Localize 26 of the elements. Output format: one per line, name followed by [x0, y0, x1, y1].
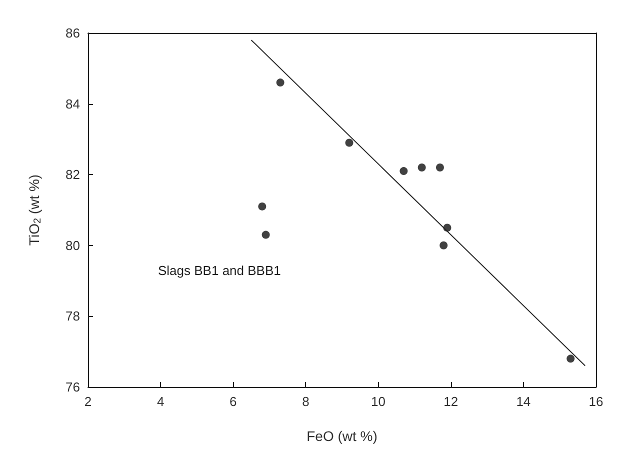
y-tick-label: 86: [66, 26, 80, 40]
point: [262, 230, 270, 239]
point: [345, 138, 354, 147]
y-tick-label: 78: [66, 308, 80, 324]
point: [276, 78, 284, 87]
x-axis-title: FeO (wt %): [306, 428, 378, 444]
x-tick-label: 6: [230, 394, 237, 409]
point: [258, 202, 266, 210]
x-tick-label: 14: [516, 394, 531, 409]
y-tick-label: 84: [66, 96, 80, 112]
annotation: Slags BB1 and BBB1: [158, 263, 281, 278]
x-tick-label: 2: [84, 394, 92, 409]
x-tick-label: 16: [588, 394, 604, 409]
point: [418, 164, 426, 172]
x-tick-label: 4: [156, 394, 164, 409]
point: [440, 241, 448, 250]
point: [566, 354, 575, 363]
x-tick-label: 8: [302, 394, 310, 409]
x-tick-label: 10: [371, 394, 386, 409]
y-tick-label: 76: [66, 380, 80, 394]
point: [436, 164, 444, 172]
y-tick-label: 82: [66, 167, 80, 182]
y-axis-title: TiO2 (wt %): [26, 174, 44, 246]
x-tick-label: 12: [444, 394, 458, 409]
point: [400, 167, 408, 176]
y-tick-label: 80: [66, 238, 80, 253]
